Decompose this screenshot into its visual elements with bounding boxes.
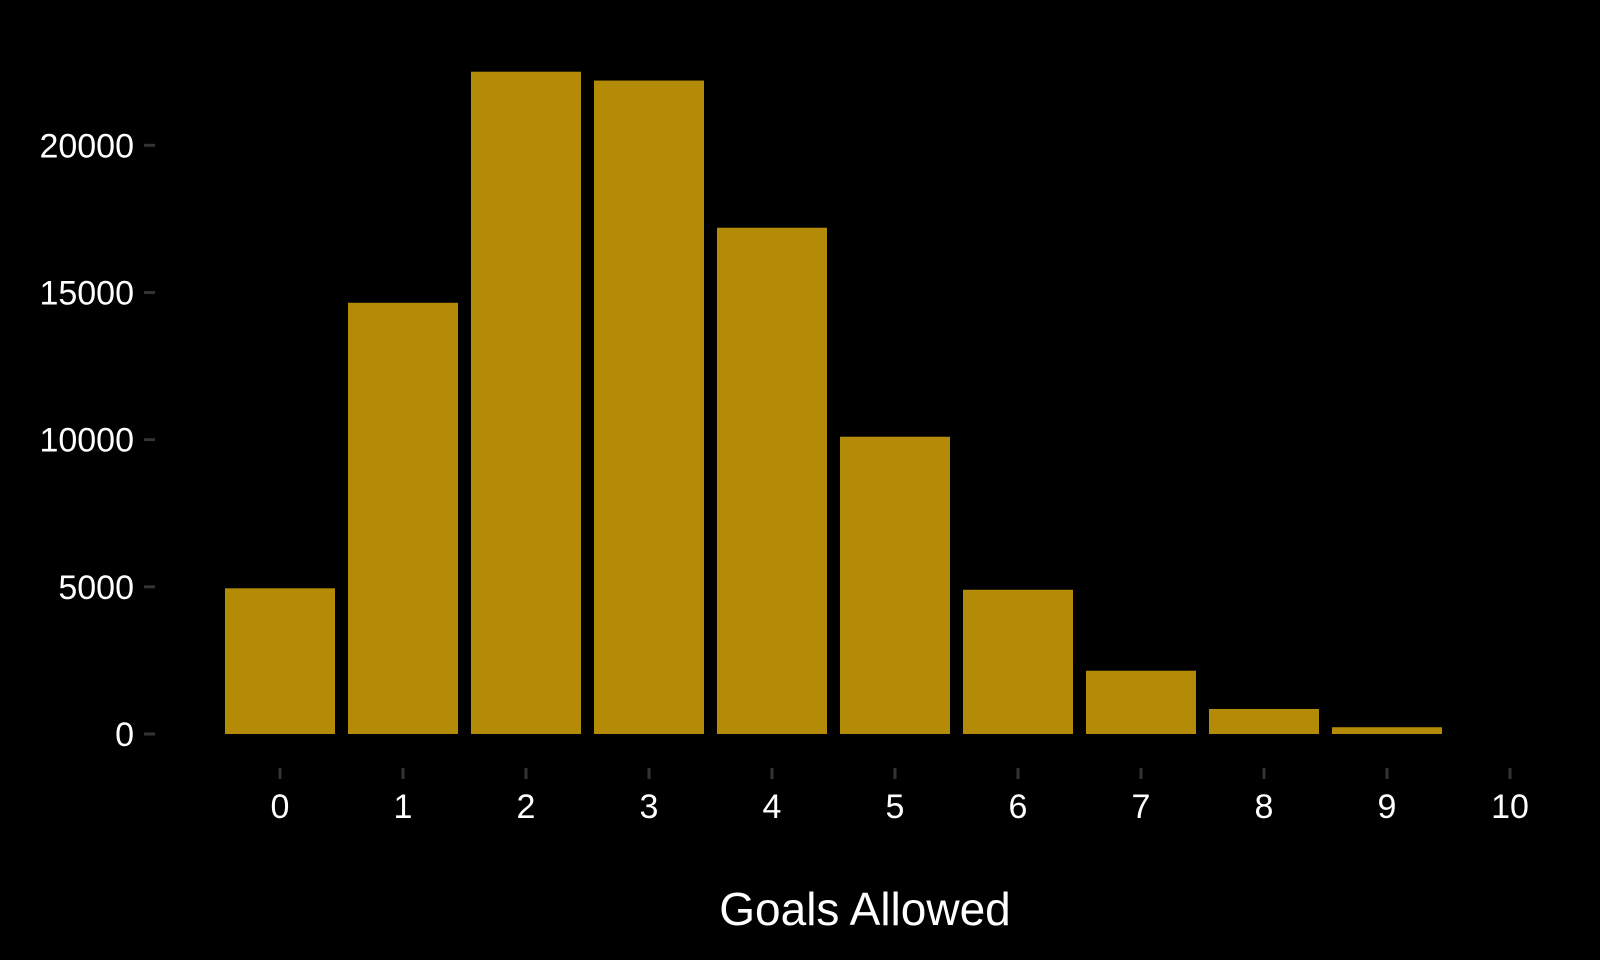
x-tick-label-7: 7	[1132, 788, 1151, 826]
bar-6	[963, 589, 1073, 734]
x-tick-label-9: 9	[1378, 788, 1397, 826]
bar-0	[225, 588, 335, 734]
y-tick-label-20000: 20000	[39, 127, 134, 165]
x-axis: 0 1 2 3 4 5 6 7 8 9 10	[271, 768, 1529, 826]
bar-9	[1332, 727, 1442, 734]
x-axis-title: Goals Allowed	[719, 883, 1011, 935]
x-tick-label-8: 8	[1255, 788, 1274, 826]
y-axis: 0 5000 10000 15000 20000	[39, 127, 155, 754]
y-tick-label-15000: 15000	[39, 274, 134, 312]
x-tick-label-4: 4	[763, 788, 782, 826]
x-tick-label-10: 10	[1491, 788, 1529, 826]
x-tick-label-2: 2	[517, 788, 536, 826]
y-tick-label-10000: 10000	[39, 422, 134, 460]
bar-4	[717, 227, 827, 734]
y-tick-label-0: 0	[115, 716, 134, 754]
y-tick-label-5000: 5000	[58, 569, 134, 607]
bar-3	[594, 80, 704, 734]
bar-2	[471, 71, 581, 734]
x-tick-label-1: 1	[394, 788, 413, 826]
x-tick-label-3: 3	[640, 788, 659, 826]
x-tick-label-6: 6	[1009, 788, 1028, 826]
bar-7	[1086, 670, 1196, 734]
bar-1	[348, 302, 458, 734]
x-tick-label-0: 0	[271, 788, 290, 826]
bar-5	[840, 436, 950, 734]
bar-8	[1209, 708, 1319, 734]
x-tick-label-5: 5	[886, 788, 905, 826]
bars-group	[225, 71, 1442, 734]
